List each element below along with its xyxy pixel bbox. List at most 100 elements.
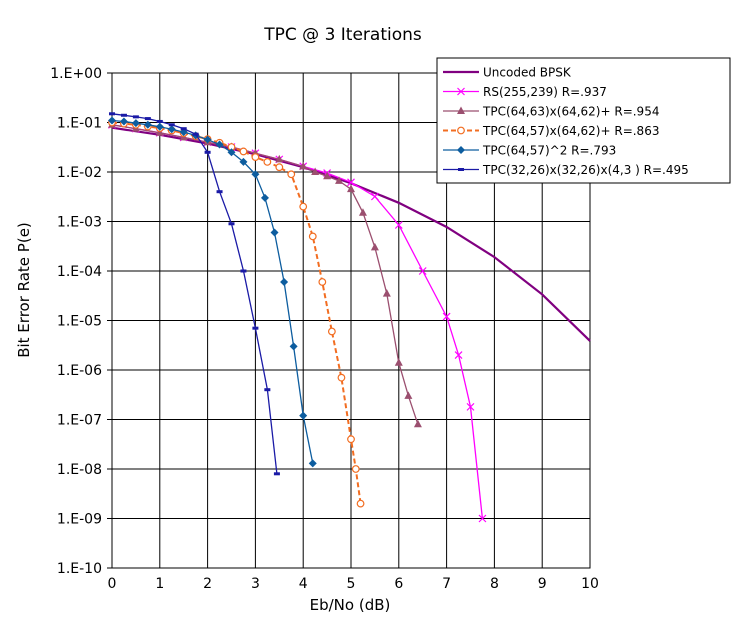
data-point	[394, 221, 403, 229]
data-point	[458, 168, 464, 171]
data-point	[143, 120, 152, 129]
x-tick-label: 1	[155, 576, 164, 592]
x-tick-label: 9	[538, 576, 547, 592]
data-point	[167, 125, 176, 134]
legend-label: Uncoded BPSK	[483, 66, 572, 80]
y-tick-label: 1.E-05	[57, 314, 102, 330]
y-tick-label: 1.E-04	[57, 264, 102, 280]
data-point	[308, 232, 317, 241]
data-point	[204, 150, 211, 154]
data-point	[228, 222, 235, 226]
x-tick-label: 7	[442, 576, 451, 592]
data-point	[264, 388, 271, 392]
data-point	[287, 170, 296, 179]
data-point	[394, 358, 403, 366]
x-tick-label: 8	[490, 576, 499, 592]
data-point	[382, 289, 391, 297]
data-point	[155, 128, 164, 136]
data-point	[299, 411, 308, 420]
legend-label: TPC(64,57)^2 R=.793	[482, 144, 616, 158]
data-point	[337, 373, 346, 382]
series-layer	[108, 112, 591, 523]
legend-item: TPC(32,26)x(32,26)x(4,3 ) R=.495	[443, 163, 689, 177]
series-6	[109, 112, 280, 476]
y-tick-label: 1.E+00	[50, 66, 102, 82]
data-point	[216, 190, 223, 194]
x-axis-label: Eb/No (dB)	[310, 596, 391, 614]
y-tick-label: 1.E-01	[57, 116, 102, 132]
x-tick-label: 5	[347, 576, 356, 592]
x-tick-label: 10	[581, 576, 599, 592]
y-tick-label: 1.E-09	[57, 512, 102, 528]
series-2	[108, 120, 487, 523]
data-point	[280, 277, 289, 286]
data-point	[260, 193, 269, 202]
chart-title: TPC @ 3 Iterations	[263, 25, 422, 45]
y-tick-label: 1.E-03	[57, 215, 102, 231]
data-point	[457, 146, 465, 154]
legend-item: TPC(64,63)x(64,62)+ R=.954	[443, 105, 659, 119]
data-point	[215, 140, 224, 149]
data-point	[299, 161, 308, 170]
data-point	[227, 148, 236, 157]
legend-item: Uncoded BPSK	[443, 66, 572, 80]
y-tick-label: 1.E-06	[57, 363, 102, 379]
data-point	[418, 267, 427, 275]
data-point	[119, 117, 128, 126]
data-point	[457, 106, 465, 114]
legend-item: TPC(64,57)x(64,62)+ R=.863	[443, 124, 659, 138]
data-point	[120, 113, 127, 117]
data-point	[404, 391, 413, 399]
data-point	[351, 465, 360, 473]
x-tick-label: 6	[394, 576, 403, 592]
data-point	[108, 116, 116, 125]
data-point	[466, 402, 475, 411]
legend-label: TPC(64,57)x(64,62)+ R=.863	[482, 124, 659, 138]
legend-label: RS(255,239) R=.937	[483, 85, 607, 99]
data-point	[311, 167, 320, 175]
legend: Uncoded BPSK RS(255,239) R=.937 TPC(64,63)…	[436, 57, 731, 184]
data-point	[156, 119, 163, 123]
data-point	[478, 514, 487, 523]
data-point	[273, 472, 280, 476]
data-point	[275, 163, 284, 172]
data-point	[155, 122, 164, 131]
legend-item: RS(255,239) R=.937	[443, 85, 607, 99]
data-point	[239, 157, 248, 166]
data-point	[442, 312, 451, 321]
series-line	[111, 121, 362, 504]
y-tick-label: 1.E-08	[57, 462, 102, 478]
data-point	[252, 326, 259, 330]
series-line	[111, 126, 591, 342]
data-point	[168, 123, 175, 127]
data-point	[263, 157, 272, 166]
y-tick-label: 1.E-10	[57, 561, 102, 577]
data-point	[270, 228, 279, 237]
data-point	[275, 154, 284, 163]
legend-item: TPC(64,57)^2 R=.793	[443, 144, 616, 158]
data-point	[356, 499, 365, 508]
data-point	[299, 202, 308, 211]
legend-label: TPC(32,26)x(32,26)x(4,3 ) R=.495	[482, 163, 689, 177]
data-point	[132, 115, 139, 119]
y-tick-label: 1.E-07	[57, 413, 102, 429]
data-point	[323, 171, 332, 180]
data-point	[457, 126, 465, 135]
data-point	[327, 327, 336, 336]
data-point	[131, 119, 140, 128]
data-point	[457, 87, 465, 96]
data-point	[370, 242, 379, 251]
data-point	[203, 135, 212, 144]
data-point	[347, 184, 355, 193]
data-point	[251, 170, 260, 179]
y-axis-ticks: 1.E+00 1.E-01 1.E-02 1.E-03 1.E-04 1.E-05 1.E-…	[50, 66, 112, 577]
data-point	[308, 459, 317, 468]
data-point	[180, 127, 187, 131]
x-tick-label: 4	[299, 576, 308, 592]
data-point	[413, 419, 422, 428]
data-point	[239, 147, 248, 156]
data-point	[358, 208, 367, 216]
data-point	[347, 178, 355, 187]
data-point	[109, 112, 115, 116]
